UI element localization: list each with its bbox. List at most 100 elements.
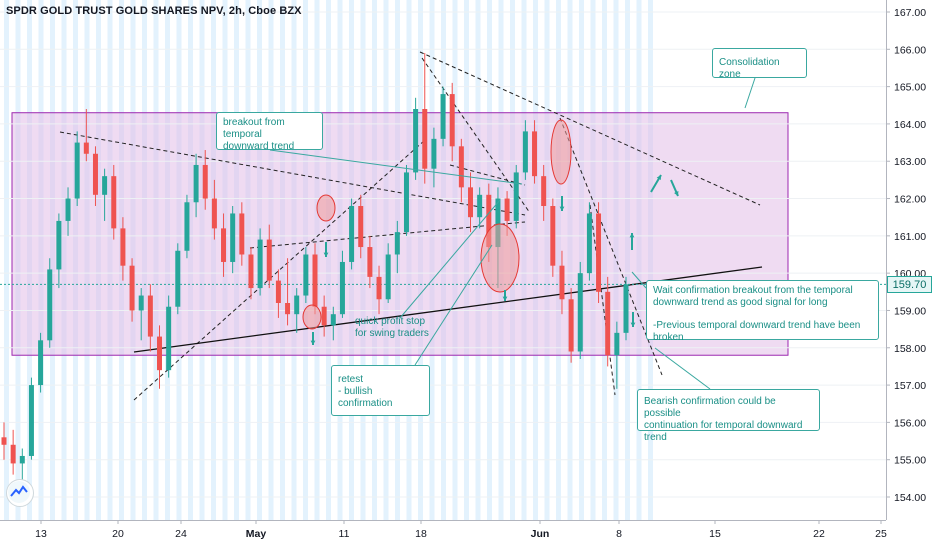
x-tick-label: 25 xyxy=(875,528,887,540)
candle-body xyxy=(413,109,419,173)
candle-body xyxy=(422,109,428,169)
arrow-head-icon xyxy=(559,206,565,211)
trendline xyxy=(59,131,526,216)
candle-body xyxy=(129,265,135,311)
tradingview-logo-icon[interactable] xyxy=(6,479,34,507)
breakout-note: breakout from temporal downward trend xyxy=(216,112,323,152)
highlight-ellipse xyxy=(316,194,336,222)
y-tick-label: 161.00 xyxy=(894,231,926,243)
wait-line-2: downward trend as good signal for long xyxy=(653,297,828,308)
candle-body xyxy=(65,198,71,221)
candle-body xyxy=(120,228,126,266)
candle-body xyxy=(83,142,89,154)
wait-confirmation-note: Wait confirmation breakout from the temp… xyxy=(646,280,879,343)
x-tick-label: 20 xyxy=(112,528,124,540)
candle-body xyxy=(513,172,519,221)
candle-body xyxy=(175,250,181,307)
quick-profit-note: quick profit stop for swing traders xyxy=(355,316,451,340)
candle-body xyxy=(157,336,162,371)
candle-body xyxy=(577,273,583,352)
candle-body xyxy=(1,437,7,445)
x-tick-label: 22 xyxy=(813,528,825,540)
y-tick-label: 166.00 xyxy=(894,44,926,56)
candle-body xyxy=(248,254,254,289)
retest-line-1: retest xyxy=(338,374,364,385)
y-tick-label: 155.00 xyxy=(894,455,926,467)
annotation-marks xyxy=(269,77,756,390)
trendline xyxy=(589,204,616,396)
candle-body xyxy=(605,291,611,356)
candle-body xyxy=(211,198,217,229)
candle-body xyxy=(221,228,227,262)
candle-body xyxy=(468,187,473,218)
candle-body xyxy=(486,194,492,248)
candle-body xyxy=(285,303,291,315)
candle-body xyxy=(349,206,355,262)
x-tick-label: 15 xyxy=(709,528,721,540)
callout-pointer xyxy=(399,199,501,319)
bearish-line-2: continuation for temporal downward trend xyxy=(644,420,803,443)
arrow-head-icon xyxy=(629,233,635,238)
candle-body xyxy=(92,153,98,195)
y-tick-label: 159.00 xyxy=(894,305,926,317)
breakout-line-2: downward trend xyxy=(223,141,295,152)
candle-body xyxy=(550,206,556,266)
consolidation-zone-note: Consolidation zone xyxy=(712,48,807,80)
candle-body xyxy=(303,254,309,296)
candle-body xyxy=(440,94,446,139)
candle-body xyxy=(193,164,199,203)
candle-body xyxy=(10,444,16,464)
candle-body xyxy=(504,198,510,221)
highlight-ellipse xyxy=(302,304,322,330)
candle-body xyxy=(230,213,236,262)
candle-body xyxy=(138,295,144,311)
y-tick-label: 158.00 xyxy=(894,343,926,355)
candle-body xyxy=(102,176,108,195)
y-tick-label: 164.00 xyxy=(894,119,926,131)
y-tick-label: 163.00 xyxy=(894,156,926,168)
arrow-head-icon xyxy=(656,175,661,180)
candle-body xyxy=(147,295,153,337)
candle-body xyxy=(47,269,53,341)
callout-pointer xyxy=(744,77,756,109)
arrow-head-icon xyxy=(502,296,508,301)
candle-body xyxy=(522,131,528,173)
candle-body xyxy=(403,172,409,233)
y-tick-label: 157.00 xyxy=(894,380,926,392)
candles xyxy=(1,53,629,483)
candle-body xyxy=(358,206,364,248)
retest-line-2: - bullish confirmation xyxy=(338,386,393,409)
candle-body xyxy=(202,164,208,199)
callout-pointer xyxy=(631,271,647,289)
y-tick-label: 165.00 xyxy=(894,82,926,94)
axes: 154.00155.00156.00157.00158.00159.00160.… xyxy=(0,0,926,540)
trendline xyxy=(449,164,526,186)
x-tick-label: Jun xyxy=(531,528,550,540)
wait-line-3: -Previous temporal downward trend have b… xyxy=(653,320,861,343)
candle-body xyxy=(19,455,25,464)
candle-body xyxy=(312,254,318,307)
callout-pointer xyxy=(654,347,711,390)
current-price-label: 159.70 xyxy=(887,276,932,293)
candle-body xyxy=(596,213,602,292)
quick-profit-line-1: quick profit stop xyxy=(355,316,426,327)
wait-line-1: Wait confirmation breakout from the temp… xyxy=(653,285,853,296)
arrow-head-icon xyxy=(630,322,636,327)
candle-body xyxy=(431,138,437,169)
x-tick-label: 24 xyxy=(175,528,187,540)
callout-pointer xyxy=(269,149,523,185)
arrow-head-icon xyxy=(323,252,329,257)
candle-body xyxy=(449,94,455,147)
arrow-head-icon xyxy=(674,191,679,196)
candle-body xyxy=(56,220,62,270)
consolidation-zone-text: Consolidation zone xyxy=(719,57,780,80)
trendline xyxy=(419,51,761,206)
candle-body xyxy=(38,340,44,386)
x-tick-label: 13 xyxy=(35,528,47,540)
retest-note: retest - bullish confirmation xyxy=(331,365,430,416)
candle-body xyxy=(166,306,172,371)
x-tick-label: 11 xyxy=(339,528,350,540)
trendline xyxy=(133,139,426,401)
